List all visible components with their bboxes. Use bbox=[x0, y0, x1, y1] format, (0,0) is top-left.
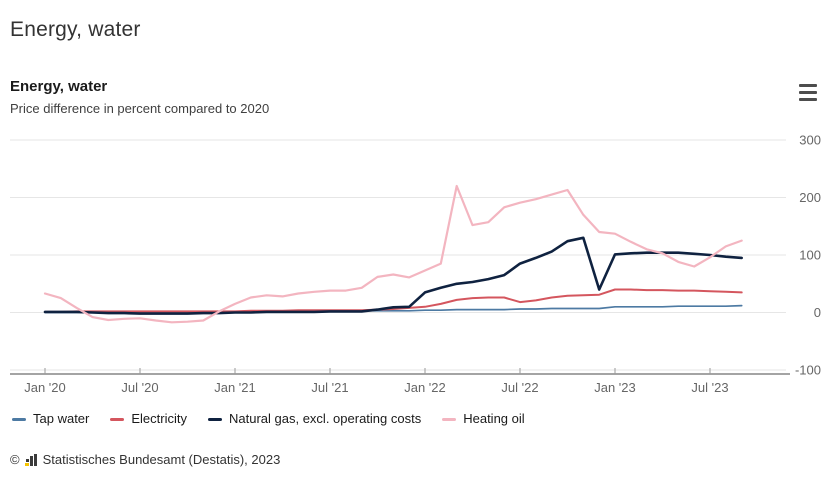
copyright-symbol: © bbox=[10, 452, 20, 467]
legend-swatch-heating-oil bbox=[442, 417, 457, 421]
destatis-logo-icon bbox=[24, 453, 37, 466]
legend-item-heating-oil[interactable]: Heating oil bbox=[442, 411, 525, 427]
x-axis-label: Jan '21 bbox=[214, 380, 256, 395]
x-axis-label: Jul '22 bbox=[501, 380, 538, 395]
y-axis-label: 100 bbox=[799, 248, 821, 263]
y-axis-label: 200 bbox=[799, 190, 821, 205]
series-line-electricity[interactable] bbox=[44, 288, 743, 313]
legend-item-tap-water[interactable]: Tap water bbox=[12, 411, 89, 427]
legend-label: Heating oil bbox=[463, 411, 525, 426]
legend-label: Electricity bbox=[131, 411, 187, 426]
y-axis-label: 300 bbox=[799, 133, 821, 148]
legend-label: Tap water bbox=[33, 411, 90, 426]
chart-context-menu-button[interactable] bbox=[799, 84, 818, 101]
legend-item-natural-gas[interactable]: Natural gas, excl. operating costs bbox=[208, 411, 421, 427]
series-line-natural-gas-excl-operating-costs[interactable] bbox=[43, 236, 744, 315]
legend-swatch-tap-water bbox=[12, 417, 26, 421]
x-axis-label: Jan '23 bbox=[594, 380, 636, 395]
legend-swatch-natural-gas bbox=[208, 417, 222, 421]
legend-swatch-electricity bbox=[110, 417, 125, 421]
hamburger-menu-icon bbox=[799, 84, 817, 87]
source-credit-text: Statistisches Bundesamt (Destatis), 2023 bbox=[42, 452, 281, 467]
series-line-heating-oil[interactable] bbox=[43, 184, 743, 324]
x-axis-label: Jul '20 bbox=[121, 380, 158, 395]
legend-label: Natural gas, excl. operating costs bbox=[229, 411, 422, 426]
source-credit: © Statistisches Bundesamt (Destatis), 20… bbox=[10, 452, 280, 467]
chart-legend: Tap water Electricity Natural gas, excl.… bbox=[12, 411, 525, 427]
y-axis-label: -100 bbox=[795, 363, 821, 378]
page-title: Energy, water bbox=[10, 18, 141, 42]
x-axis-label: Jul '23 bbox=[691, 380, 728, 395]
x-axis-label: Jan '22 bbox=[404, 380, 446, 395]
price-difference-chart: 300 200 100 0 -100 Jan '20 Jul '20 Jan '21 Jul '… bbox=[10, 133, 821, 395]
chart-subtitle: Price difference in percent compared to … bbox=[10, 101, 270, 116]
chart-title: Energy, water bbox=[10, 78, 108, 95]
x-axis-label: Jan '20 bbox=[24, 380, 66, 395]
legend-item-electricity[interactable]: Electricity bbox=[110, 411, 187, 427]
y-axis-label: 0 bbox=[814, 305, 821, 320]
x-axis-label: Jul '21 bbox=[311, 380, 348, 395]
